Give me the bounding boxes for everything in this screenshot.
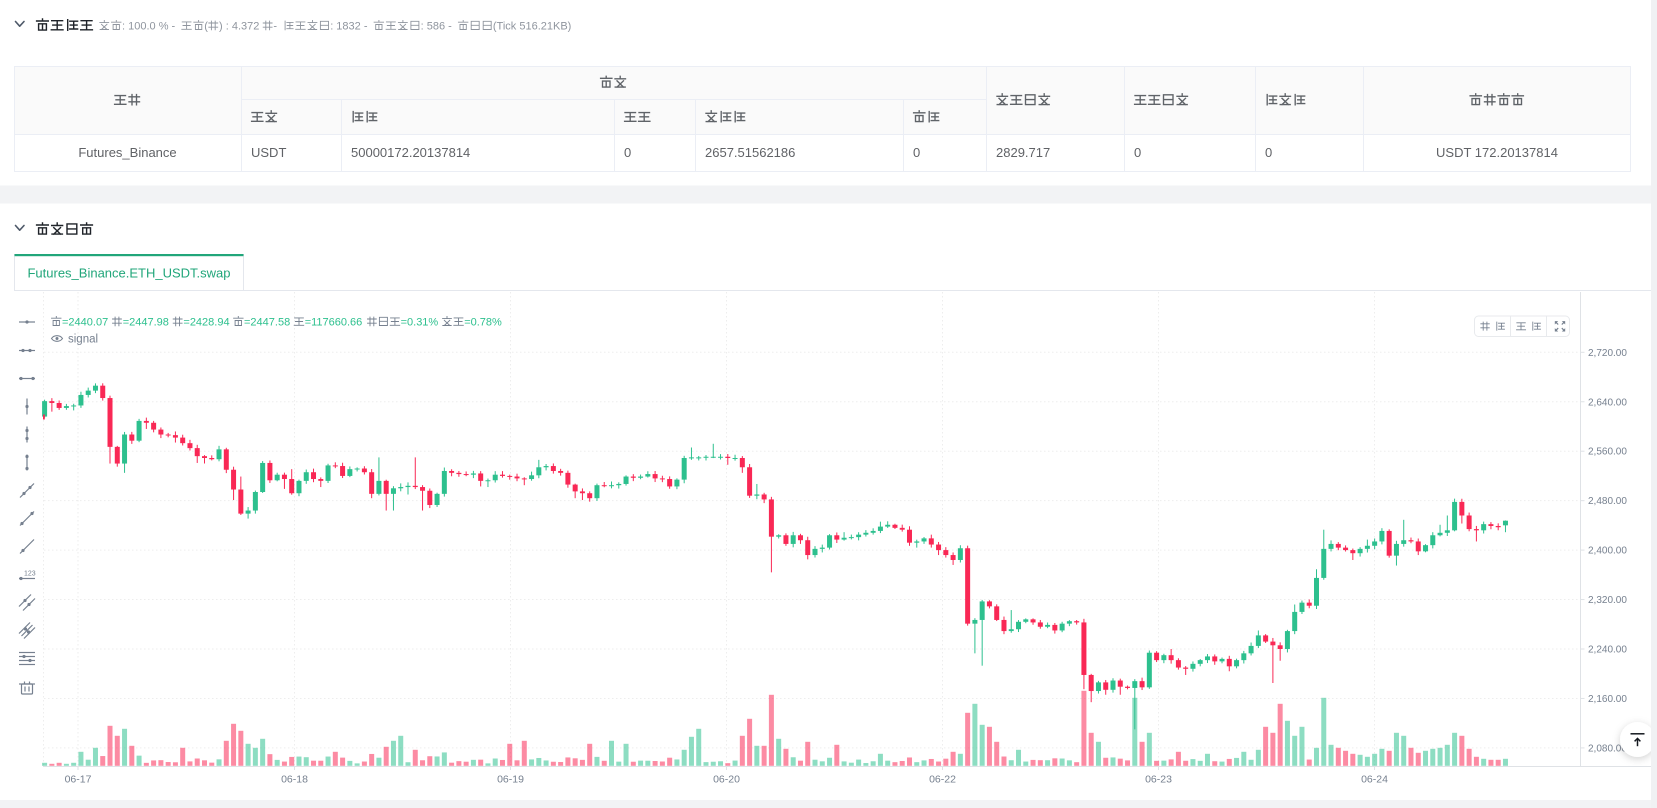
svg-text:06-20: 06-20 — [713, 774, 740, 786]
svg-text:) : 4.372: ) : 4.372 — [219, 21, 259, 33]
svg-text:06-24: 06-24 — [1361, 774, 1388, 786]
svg-text:signal: signal — [68, 334, 98, 346]
svg-text:2657.51562186: 2657.51562186 — [705, 145, 795, 160]
svg-text:2,160.00: 2,160.00 — [1588, 694, 1627, 705]
svg-text:=0.78%: =0.78% — [464, 317, 502, 329]
svg-text:2,080.00: 2,080.00 — [1588, 743, 1627, 754]
svg-text:: 100.0 % -: : 100.0 % - — [122, 21, 176, 33]
svg-text:06-18: 06-18 — [281, 774, 308, 786]
svg-text:=2440.07: =2440.07 — [62, 317, 108, 329]
svg-text:=117660.66: =117660.66 — [305, 317, 363, 329]
svg-text:06-22: 06-22 — [929, 774, 956, 786]
svg-text:=0.31%: =0.31% — [401, 317, 439, 329]
svg-text:0: 0 — [1265, 145, 1272, 160]
svg-text:06-23: 06-23 — [1145, 774, 1172, 786]
svg-text:0: 0 — [624, 145, 631, 160]
svg-text:=2447.58: =2447.58 — [244, 317, 290, 329]
svg-text:123: 123 — [24, 571, 36, 578]
svg-text:: 586 -: : 586 - — [421, 21, 453, 33]
svg-text:USDT 172.20137814: USDT 172.20137814 — [1436, 145, 1558, 160]
svg-text:50000172.20137814: 50000172.20137814 — [351, 145, 470, 160]
svg-text:-: - — [273, 21, 277, 33]
svg-text:2829.717: 2829.717 — [996, 145, 1050, 160]
svg-text:2,560.00: 2,560.00 — [1588, 447, 1627, 458]
svg-text:=2428.94: =2428.94 — [183, 317, 229, 329]
svg-text:Futures_Binance.ETH_USDT.swap: Futures_Binance.ETH_USDT.swap — [27, 266, 230, 281]
svg-text:USDT: USDT — [251, 145, 286, 160]
svg-text:06-19: 06-19 — [497, 774, 524, 786]
svg-text:2,640.00: 2,640.00 — [1588, 397, 1627, 408]
svg-text:2,320.00: 2,320.00 — [1588, 595, 1627, 606]
svg-text:06-17: 06-17 — [65, 774, 92, 786]
svg-text:2,400.00: 2,400.00 — [1588, 546, 1627, 557]
svg-text:0: 0 — [1134, 145, 1141, 160]
svg-text:Futures_Binance: Futures_Binance — [78, 145, 176, 160]
svg-text:2,240.00: 2,240.00 — [1588, 645, 1627, 656]
svg-text:: 1832 -: : 1832 - — [330, 21, 368, 33]
svg-text:2,720.00: 2,720.00 — [1588, 348, 1627, 359]
svg-text:(Tick 516.21KB): (Tick 516.21KB) — [493, 21, 571, 33]
svg-text:2,480.00: 2,480.00 — [1588, 496, 1627, 507]
svg-text:=2447.98: =2447.98 — [123, 317, 169, 329]
svg-text:(: ( — [204, 21, 208, 33]
svg-text:0: 0 — [913, 145, 920, 160]
